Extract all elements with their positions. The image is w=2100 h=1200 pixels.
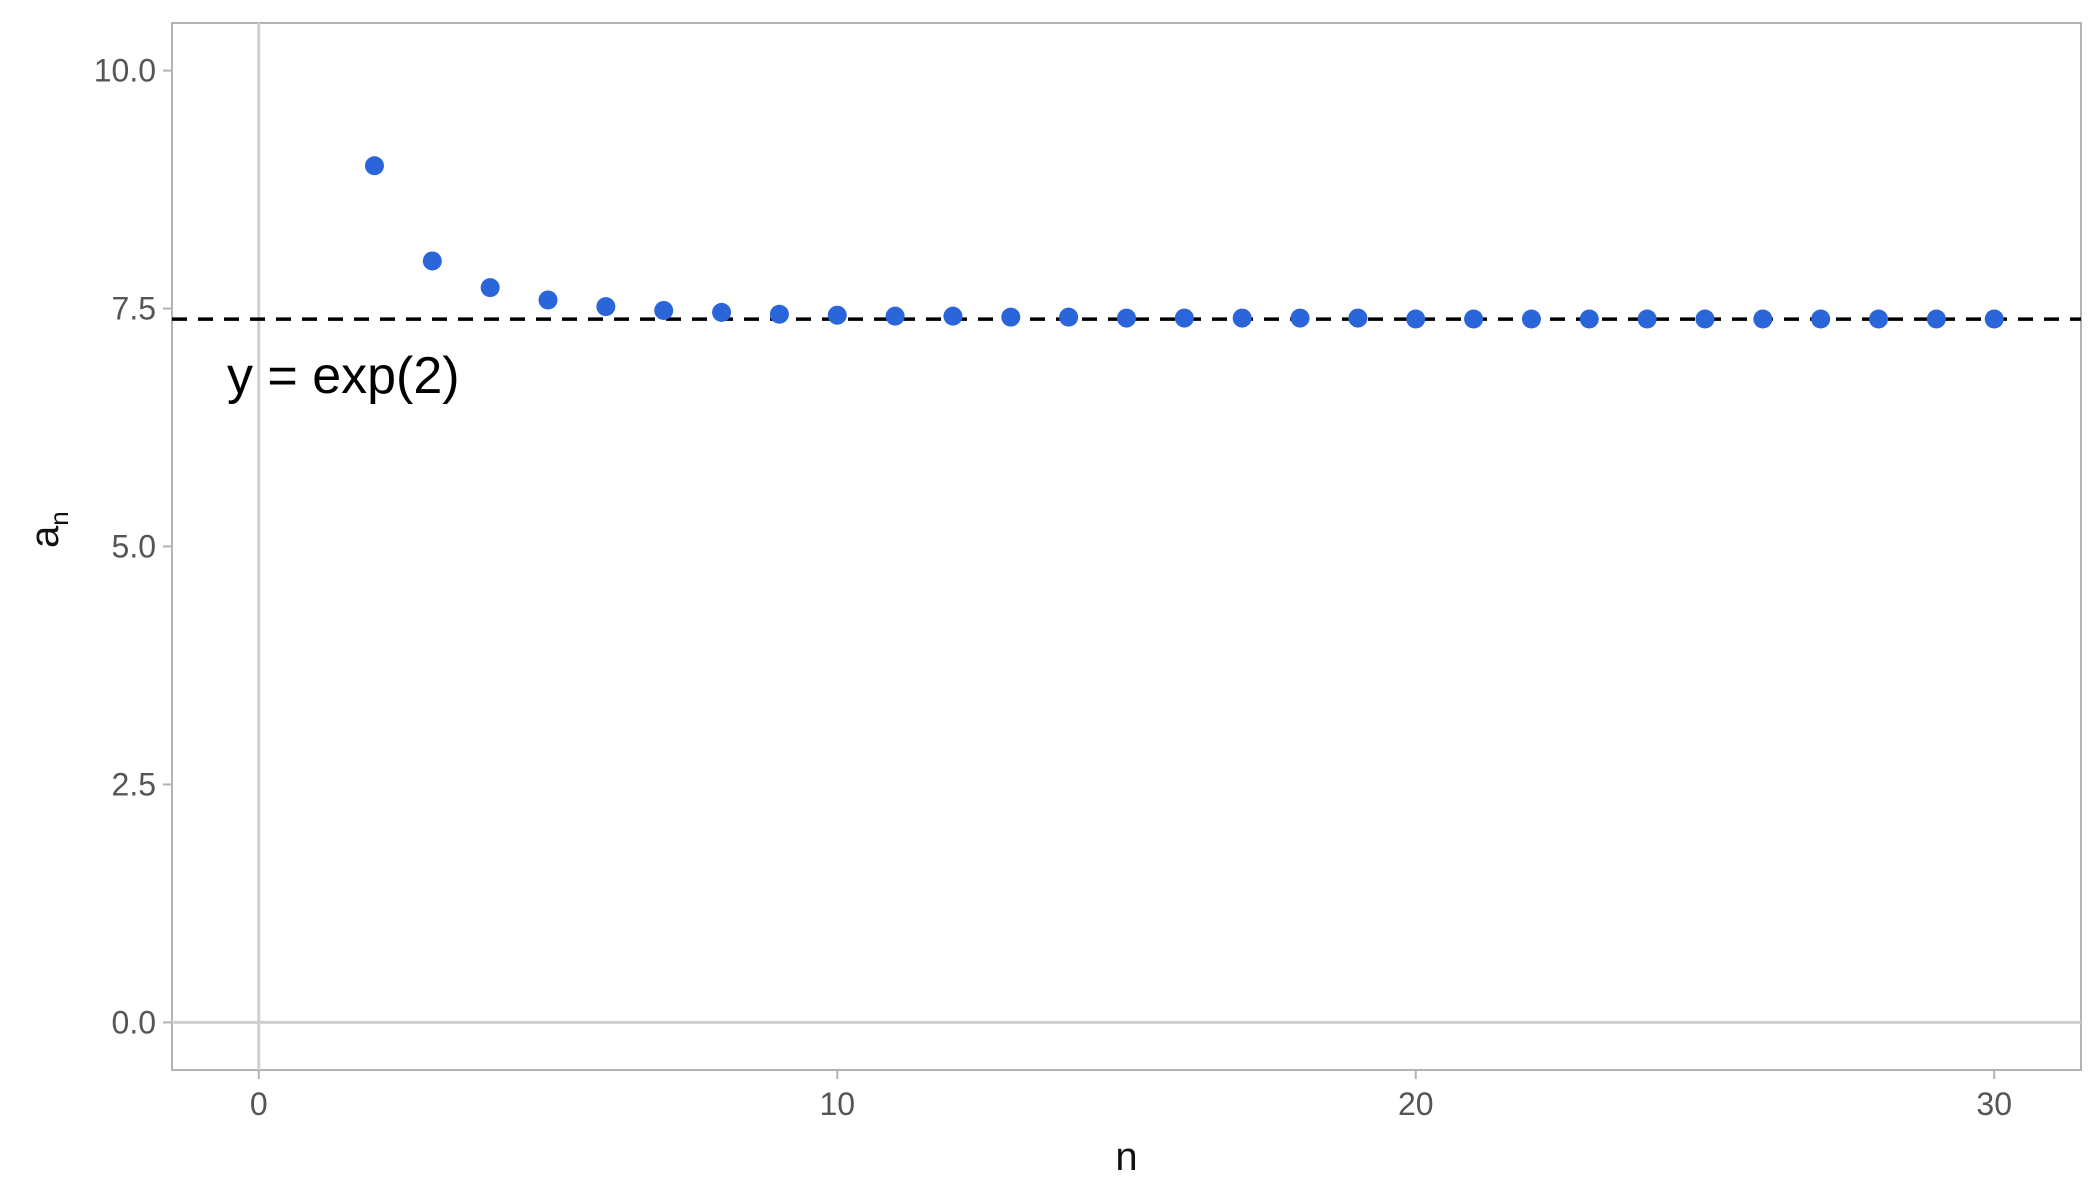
- data-point: [1059, 307, 1079, 327]
- annotation-label: y = exp(2): [227, 347, 460, 405]
- y-tick-label: 2.5: [112, 766, 156, 802]
- x-tick-label: 30: [1976, 1086, 2012, 1122]
- data-point: [364, 156, 384, 176]
- data-point: [1464, 309, 1484, 329]
- data-point: [1290, 308, 1310, 328]
- panel-background: [171, 22, 2082, 1071]
- data-point: [538, 290, 558, 310]
- data-point: [422, 251, 442, 271]
- data-point: [1811, 309, 1831, 329]
- data-point: [1348, 308, 1368, 328]
- data-point: [943, 306, 963, 326]
- x-tick-label: 0: [250, 1086, 268, 1122]
- y-axis-title-subscript: n: [44, 511, 74, 525]
- data-point: [596, 297, 616, 317]
- data-point: [654, 300, 674, 320]
- y-tick-label: 5.0: [112, 529, 156, 565]
- data-point: [1001, 307, 1021, 327]
- data-point: [1753, 309, 1773, 329]
- data-point: [1406, 309, 1426, 329]
- x-tick-label: 20: [1398, 1086, 1434, 1122]
- data-point: [1232, 308, 1252, 328]
- x-axis-title: n: [1115, 1135, 1137, 1179]
- y-tick-label: 10.0: [94, 53, 156, 89]
- data-point: [769, 304, 789, 324]
- data-point: [827, 305, 847, 325]
- data-point: [1521, 309, 1541, 329]
- x-axis: 0 10 20 30: [250, 1070, 2012, 1122]
- data-point: [1637, 309, 1657, 329]
- data-point: [1174, 308, 1194, 328]
- data-point: [712, 302, 732, 322]
- data-point: [1695, 309, 1715, 329]
- y-tick-label: 7.5: [112, 291, 156, 327]
- y-tick-label: 0.0: [112, 1004, 156, 1040]
- reference-lines: [172, 23, 2081, 1070]
- y-axis-title-main: a: [23, 525, 67, 548]
- data-point: [480, 278, 500, 298]
- data-point: [1117, 308, 1136, 328]
- data-point: [885, 306, 905, 326]
- data-points: [364, 156, 2004, 329]
- data-point: [1869, 309, 1889, 329]
- data-point: [1926, 309, 1946, 329]
- x-tick-label: 10: [819, 1086, 855, 1122]
- y-axis-title: an: [23, 511, 74, 548]
- data-point: [1984, 309, 2004, 329]
- data-point: [1579, 309, 1599, 329]
- y-axis: 0.0 2.5 5.0 7.5 10.0: [94, 53, 172, 1040]
